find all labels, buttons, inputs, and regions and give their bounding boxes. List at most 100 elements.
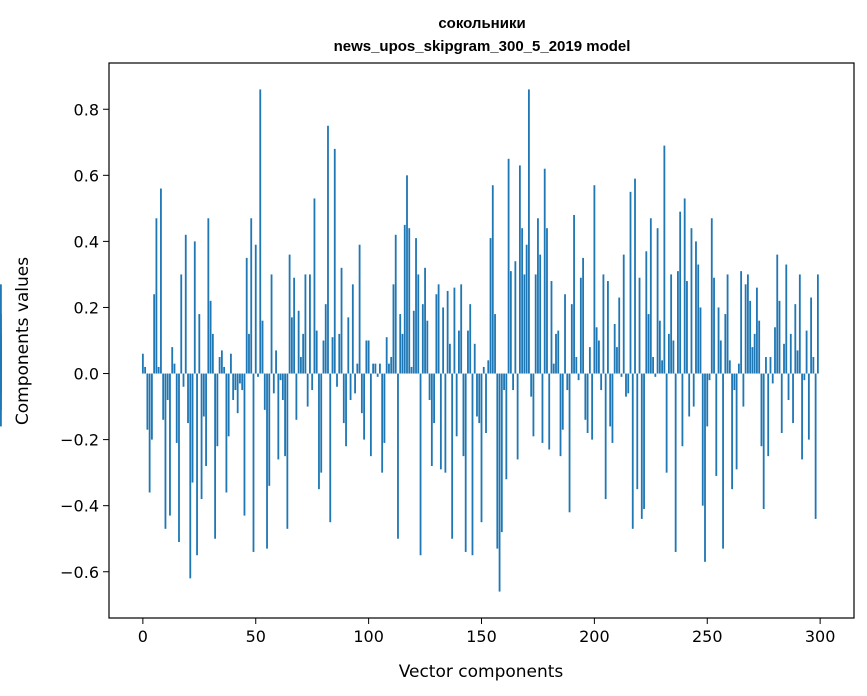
- bar-296: [810, 297, 813, 374]
- bar-275: [762, 373, 765, 509]
- bar-71: [302, 333, 305, 374]
- bar-1: [144, 366, 147, 374]
- bar-27: [202, 373, 205, 417]
- bar-60: [277, 373, 280, 460]
- bar-202: [597, 340, 600, 374]
- bar-167: [518, 165, 521, 374]
- bar-179: [546, 228, 548, 374]
- bar-34: [218, 357, 221, 374]
- bar-26: [200, 373, 203, 500]
- bar-96: [358, 244, 361, 374]
- bar-4: [150, 373, 153, 440]
- bar-29: [207, 218, 210, 374]
- bar-233: [667, 333, 670, 374]
- bar-137: [451, 373, 454, 539]
- bar-172: [530, 373, 533, 397]
- bar-99: [365, 340, 368, 374]
- bar-204: [602, 274, 605, 374]
- bar-262: [733, 373, 736, 391]
- x-axis-ticks: 0 50 100 150 200 250 300: [138, 618, 836, 646]
- bar-139: [455, 373, 458, 437]
- bar-121: [415, 238, 417, 374]
- bar-47: [248, 333, 250, 374]
- bar-73: [306, 373, 309, 407]
- bar-173: [532, 373, 535, 437]
- bar-114: [399, 314, 402, 374]
- bar-43: [239, 373, 241, 384]
- bar-271: [753, 333, 756, 374]
- bar-6: [155, 218, 158, 374]
- bar-273: [758, 320, 761, 374]
- bar-231: [663, 145, 666, 374]
- bar-81: [324, 304, 327, 374]
- bar-274: [760, 373, 763, 447]
- bar-177: [541, 373, 544, 443]
- bar-149: [478, 373, 481, 424]
- bar-105: [379, 363, 381, 374]
- bar-40: [232, 373, 235, 400]
- bar-147: [473, 343, 476, 374]
- bar-122: [417, 274, 420, 374]
- bar-249: [704, 373, 706, 562]
- bar-269: [749, 300, 752, 374]
- bar-92: [349, 373, 352, 400]
- bar-126: [426, 320, 429, 374]
- bar-undefined: [0, 373, 2, 427]
- bar-52: [259, 89, 262, 374]
- bar-44: [241, 373, 244, 391]
- bar-212: [620, 373, 623, 377]
- bar-218: [634, 178, 636, 374]
- bar-185: [559, 373, 562, 457]
- bar-62: [281, 373, 284, 400]
- bar-200: [593, 185, 596, 374]
- bar-290: [796, 350, 799, 374]
- bar-283: [780, 373, 783, 433]
- x-tick-label: 300: [805, 627, 836, 646]
- bar-230: [661, 360, 664, 374]
- bar-61: [279, 373, 282, 381]
- bar-37: [225, 373, 228, 493]
- bar-205: [604, 373, 607, 500]
- bar-292: [801, 373, 803, 460]
- bar-91: [347, 317, 350, 374]
- bar-297: [812, 357, 815, 374]
- bar-41: [234, 373, 237, 391]
- bar-241: [686, 281, 688, 374]
- bar-0: [141, 353, 144, 374]
- x-tick-label: 0: [138, 627, 148, 646]
- bar-238: [679, 211, 682, 374]
- x-axis-label: Vector components: [399, 662, 564, 682]
- bar-24: [196, 373, 198, 556]
- bar-55: [266, 373, 268, 549]
- bar-210: [616, 347, 618, 374]
- bar-157: [496, 373, 499, 549]
- bar-108: [385, 337, 388, 374]
- bar-276: [765, 357, 767, 374]
- bar-89: [342, 373, 345, 424]
- bar-156: [494, 314, 496, 374]
- bar-256: [719, 340, 722, 374]
- bar-282: [778, 300, 781, 374]
- bar-288: [792, 373, 794, 424]
- bar-214: [625, 373, 627, 397]
- bar-15: [175, 373, 178, 443]
- bar-178: [543, 168, 546, 374]
- x-tick-label: 200: [579, 627, 610, 646]
- bar-160: [503, 373, 505, 391]
- bar-16: [178, 373, 180, 543]
- bar-76: [313, 198, 316, 374]
- bar-72: [304, 274, 307, 374]
- bar-35: [220, 350, 223, 374]
- y-tick-label: 0.0: [74, 365, 99, 384]
- bar-66: [290, 317, 293, 374]
- bar-293: [803, 373, 806, 381]
- bar-143: [464, 373, 467, 552]
- bar-228: [656, 228, 659, 374]
- chart-subtitle: news_upos_skipgram_300_5_2019 model: [334, 38, 631, 55]
- bar-247: [699, 307, 702, 374]
- bar-84: [331, 337, 334, 374]
- bar-63: [284, 373, 286, 457]
- bar-182: [552, 363, 555, 374]
- bar-46: [245, 257, 248, 374]
